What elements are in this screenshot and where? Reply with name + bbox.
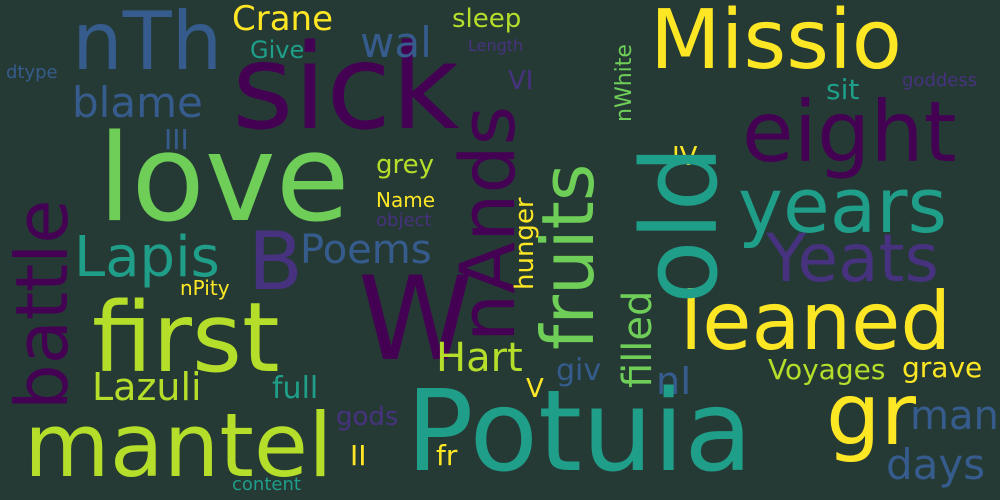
word-w: W [358,252,473,387]
word-missio: Missio [650,0,902,88]
word-lapis: Lapis [74,225,220,290]
word-content: content [232,474,301,495]
word-nwhite: nWhite [612,44,637,122]
word-ni: nI [656,359,692,403]
word-ii: II [350,439,367,472]
word-goddess: goddess [902,70,978,91]
word-nth: nTh [72,0,223,88]
word-lazuli: Lazuli [92,365,202,409]
word-b: B [248,215,303,308]
word-poems: Poems [300,227,432,273]
word-sick: sick [232,18,460,156]
word-iii: III [164,123,189,156]
word-mantel: mantel [24,394,333,497]
word-grey: grey [376,150,435,180]
word-giv: giv [556,353,602,388]
word-full: full [272,371,319,406]
word-voyages: Voyages [768,353,886,386]
word-hunger: hunger [510,197,540,290]
word-iv: IV [672,142,698,172]
word-man: man [910,393,999,439]
word-love: love [98,110,350,249]
word-yeats: Yeats [766,220,939,297]
word-eight: eight [742,83,957,181]
word-length: Length [468,36,524,55]
word-crane: Crane [232,0,334,39]
word-sleep: sleep [452,4,522,34]
word-fruits: fruits [526,163,610,350]
word-grave: grave [902,351,983,384]
word-first: first [92,282,280,394]
word-filled: filled [615,290,661,388]
word-v: V [526,374,544,404]
word-gr: gr [826,365,916,465]
word-blame: blame [72,78,203,127]
word-leaned: leaned [680,275,952,368]
word-dtype: dtype [6,62,58,83]
word-battle: battle [0,199,84,410]
word-object: object [376,210,432,231]
word-days: days [886,440,986,489]
word-hart: Hart [436,335,523,381]
word-wal: wal [360,18,432,67]
word-give: Give [250,36,305,64]
word-sit: sit [826,73,860,106]
word-old: old [619,145,741,304]
word-fr: fr [436,439,458,472]
word-name: Name [376,188,436,212]
word-vi: VI [508,66,534,96]
word-years: years [738,161,948,250]
word-npity: nPity [180,276,230,300]
word-potuia: Potuia [406,367,753,497]
word-gods: gods [336,402,399,432]
